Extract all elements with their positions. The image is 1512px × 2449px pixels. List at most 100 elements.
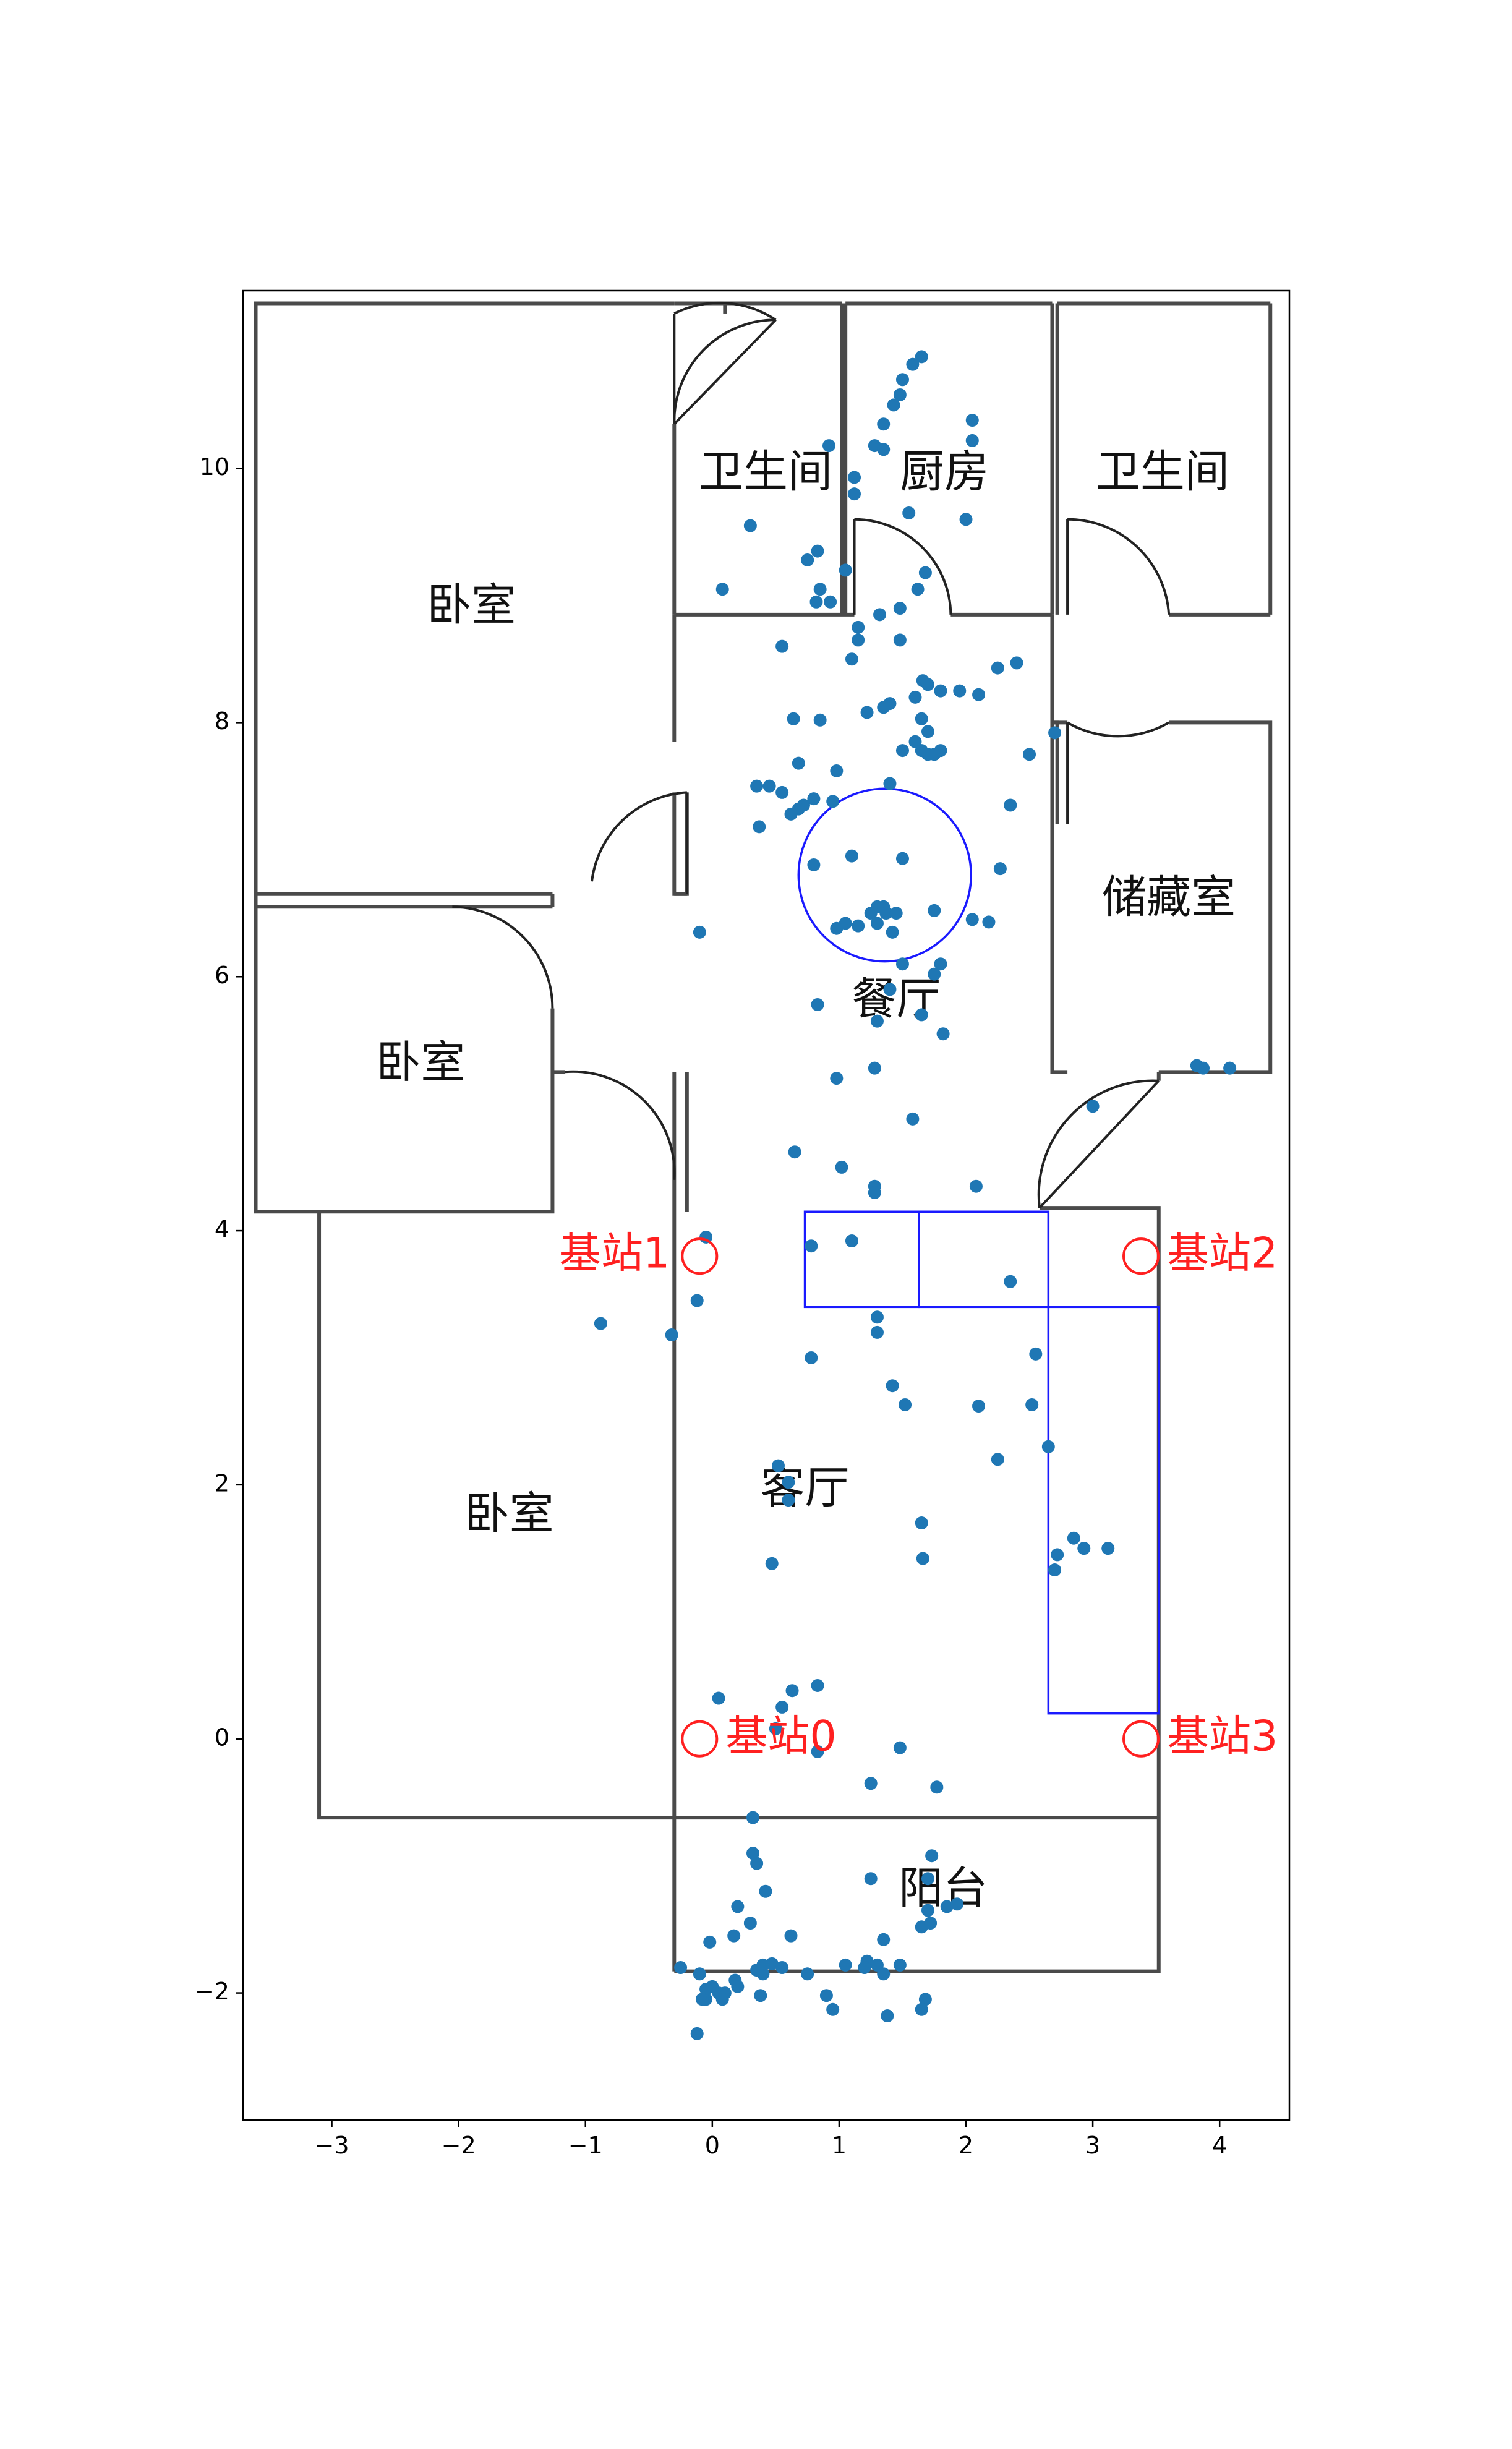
- room-label-0: 卧室: [427, 579, 516, 631]
- data-point: [893, 1958, 907, 1972]
- data-point: [965, 414, 979, 427]
- data-point: [784, 807, 798, 821]
- data-point: [993, 862, 1007, 876]
- room-label-1: 卧室: [376, 1036, 465, 1088]
- data-point: [877, 1967, 891, 1981]
- data-point: [775, 1700, 789, 1714]
- data-point: [715, 583, 729, 596]
- data-point: [895, 744, 909, 758]
- data-point: [693, 925, 706, 939]
- data-point: [775, 785, 789, 799]
- data-point: [959, 513, 973, 526]
- data-point: [754, 1989, 767, 2002]
- x-axis-ticks: −3 −2 −1 0 1 2 3 4: [315, 2120, 1227, 2159]
- data-point: [921, 678, 934, 691]
- data-point: [811, 998, 824, 1011]
- data-point: [788, 1145, 801, 1159]
- data-point: [1101, 1542, 1115, 1555]
- y-tick-label: 8: [215, 707, 229, 735]
- data-point: [895, 957, 909, 971]
- data-point: [665, 1328, 678, 1342]
- data-point: [731, 1980, 745, 1993]
- data-point: [826, 2002, 840, 2016]
- room-label-6: 储藏室: [1102, 871, 1236, 923]
- data-point: [750, 1857, 764, 1870]
- data-point: [918, 566, 932, 579]
- data-point: [934, 957, 947, 971]
- data-point: [965, 434, 979, 447]
- data-point: [712, 1691, 725, 1705]
- x-tick-label: 1: [832, 2132, 847, 2159]
- data-point: [839, 563, 852, 577]
- data-point: [1067, 1531, 1080, 1545]
- data-point: [813, 713, 827, 727]
- scatter-points: [594, 350, 1237, 2040]
- room-label-2: 卧室: [465, 1487, 554, 1539]
- data-point: [762, 779, 776, 793]
- data-point: [769, 1722, 782, 1735]
- data-point: [925, 1849, 939, 1863]
- data-point: [916, 1552, 929, 1565]
- data-point: [895, 852, 909, 865]
- data-point: [699, 1982, 713, 1996]
- data-point: [826, 795, 840, 808]
- data-point: [695, 1993, 709, 2006]
- data-point: [811, 1678, 824, 1692]
- data-point: [824, 595, 837, 609]
- data-point: [906, 1112, 920, 1126]
- data-point: [753, 820, 766, 834]
- data-point: [845, 849, 858, 863]
- data-point: [811, 544, 824, 558]
- data-point: [870, 917, 884, 930]
- data-point: [1077, 1542, 1091, 1555]
- data-point: [765, 1957, 779, 1970]
- room-label-5: 卫生间: [1096, 445, 1229, 497]
- data-point: [792, 756, 805, 770]
- data-point: [860, 706, 874, 719]
- data-point: [953, 684, 967, 698]
- data-point: [813, 583, 827, 596]
- data-point: [845, 1234, 858, 1248]
- data-point: [845, 652, 858, 666]
- data-point: [801, 1967, 814, 1981]
- data-point: [936, 1027, 950, 1041]
- zone-outlines: [797, 787, 1160, 1715]
- door-leaf: [673, 318, 777, 425]
- data-point: [822, 439, 836, 453]
- y-tick-label: −2: [195, 1978, 229, 2005]
- data-point: [870, 1014, 884, 1028]
- data-point: [830, 1072, 844, 1085]
- wall-segment: [1158, 720, 1273, 1074]
- data-point: [868, 1061, 881, 1075]
- room-label-4: 厨房: [900, 445, 989, 497]
- data-point: [883, 777, 897, 790]
- data-point: [883, 983, 897, 996]
- data-point: [915, 1516, 928, 1530]
- base-station-label-1: 基站1: [559, 1229, 670, 1278]
- data-point: [731, 1900, 745, 1913]
- data-point: [1223, 1061, 1237, 1075]
- base-stations: 基站0 基站1 基站2 基站3: [559, 1229, 1278, 1761]
- data-point: [864, 1777, 878, 1790]
- data-point: [746, 1847, 759, 1860]
- door-arc: [673, 301, 777, 321]
- door-arc: [1067, 518, 1171, 615]
- data-point: [839, 1958, 852, 1972]
- x-tick-label: 4: [1212, 2132, 1227, 2159]
- data-point: [759, 1884, 772, 1898]
- data-point: [877, 701, 891, 714]
- x-tick-label: −2: [442, 2132, 476, 2159]
- data-point: [864, 907, 878, 920]
- door-leaf: [1038, 1080, 1160, 1209]
- data-point: [782, 1476, 795, 1489]
- data-point: [1004, 1275, 1017, 1288]
- data-point: [972, 688, 986, 701]
- data-point: [1048, 726, 1062, 740]
- wall-segment: [254, 894, 555, 1214]
- data-point: [915, 350, 928, 364]
- data-point: [928, 904, 941, 917]
- data-point: [830, 764, 844, 777]
- data-point: [895, 373, 909, 387]
- data-point: [1086, 1100, 1100, 1113]
- data-point: [893, 633, 907, 647]
